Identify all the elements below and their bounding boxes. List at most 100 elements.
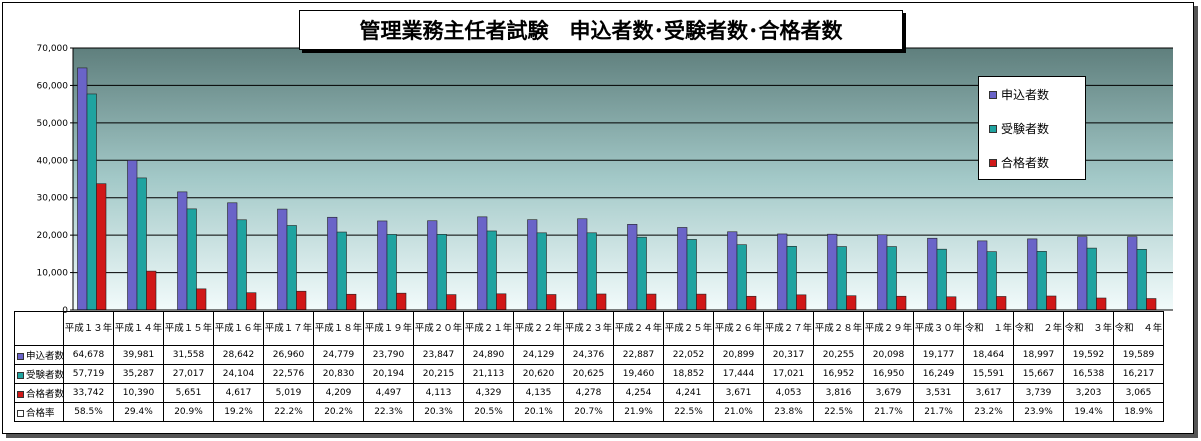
row-swatch-pass	[17, 391, 24, 398]
bar-apply	[677, 227, 688, 311]
data-label: 21.7%	[863, 402, 914, 422]
category-label: 平成２２年	[513, 311, 564, 346]
data-label: 20,620	[513, 364, 564, 384]
data-label: 23,847	[413, 345, 464, 365]
data-label: 17,444	[713, 364, 764, 384]
data-label: 20,215	[413, 364, 464, 384]
bar-pass	[846, 295, 857, 311]
bar-pass	[146, 270, 157, 311]
data-label: 5,019	[263, 383, 314, 403]
data-label: 22,576	[263, 364, 314, 384]
data-label: 20.9%	[163, 402, 214, 422]
bar-pass	[646, 293, 657, 311]
bar-exam	[586, 232, 597, 311]
chart-title: 管理業務主任者試験 申込者数･受験者数･合格者数	[299, 10, 903, 50]
data-label: 23,790	[363, 345, 414, 365]
category-label: 令和 １年	[963, 311, 1014, 346]
bar-pass	[1096, 297, 1107, 311]
data-label: 23.2%	[963, 402, 1014, 422]
bar-pass	[246, 292, 257, 311]
bar-exam	[886, 246, 897, 311]
data-label: 20,899	[713, 345, 764, 365]
data-label: 29.4%	[113, 402, 164, 422]
bar-pass	[396, 292, 407, 311]
category-label: 令和 ２年	[1013, 311, 1064, 346]
bar-apply	[527, 219, 538, 311]
y-tick-label: 40,000	[37, 156, 69, 166]
data-label: 33,742	[63, 383, 114, 403]
bar-apply	[927, 237, 938, 311]
bar-pass	[346, 293, 357, 311]
legend: 申込者数 受験者数 合格者数	[978, 76, 1086, 180]
data-label: 19,460	[613, 364, 664, 384]
data-table: 平成１３年 平成１４年 平成１５年 平成１６年 平成１７年 平成１８年 平成１９年 平成２０年…	[14, 311, 1164, 422]
data-label: 23.9%	[1013, 402, 1064, 422]
y-tick-label: 50,000	[37, 119, 69, 129]
bar-exam	[836, 246, 847, 311]
bar-pass	[496, 293, 507, 311]
row-label-rate: 合格率	[14, 402, 64, 422]
data-label: 18,464	[963, 345, 1014, 365]
table-row-pass: 合格者数 33,742 10,390 5,651 4,617 5,019 4,209 4,49…	[14, 383, 1164, 403]
data-label: 4,497	[363, 383, 414, 403]
bar-apply	[177, 191, 188, 311]
data-label: 39,981	[113, 345, 164, 365]
data-label: 21.7%	[913, 402, 964, 422]
y-tick-label: 60,000	[37, 81, 69, 91]
data-label: 20,830	[313, 364, 364, 384]
category-label: 平成１９年	[363, 311, 414, 346]
data-label: 18.9%	[1113, 402, 1164, 422]
data-label: 3,531	[913, 383, 964, 403]
legend-item-exam: 受験者数	[989, 120, 1049, 137]
legend-item-pass: 合格者数	[989, 154, 1049, 171]
data-label: 4,241	[663, 383, 714, 403]
bar-pass	[696, 293, 707, 311]
data-label: 10,390	[113, 383, 164, 403]
table-row-rate: 合格率 58.5% 29.4% 20.9% 19.2% 22.2% 20.2% 22.3% 20…	[14, 402, 1164, 422]
bar-apply	[427, 220, 438, 311]
row-label-text: 合格者数	[26, 389, 64, 400]
data-label: 3,679	[863, 383, 914, 403]
category-label: 平成２５年	[663, 311, 714, 346]
bar-exam	[286, 225, 297, 311]
data-label: 16,952	[813, 364, 864, 384]
bar-pass	[96, 183, 107, 311]
data-label: 35,287	[113, 364, 164, 384]
category-label: 平成１７年	[263, 311, 314, 346]
row-label-text: 合格率	[26, 408, 55, 419]
data-label: 21,113	[463, 364, 514, 384]
data-label: 4,209	[313, 383, 364, 403]
category-label: 平成２８年	[813, 311, 864, 346]
legend-swatch-pass	[989, 158, 997, 167]
bar-pass	[1146, 298, 1157, 311]
category-label: 平成２０年	[413, 311, 464, 346]
data-label: 18,997	[1013, 345, 1064, 365]
data-label: 21.0%	[713, 402, 764, 422]
bar-exam	[936, 248, 947, 311]
y-tick-label: 30,000	[37, 194, 69, 204]
row-label-text: 受験者数	[26, 370, 64, 381]
data-label: 3,739	[1013, 383, 1064, 403]
data-label: 20.3%	[413, 402, 464, 422]
data-label: 16,950	[863, 364, 914, 384]
data-label: 22.3%	[363, 402, 414, 422]
data-label: 57,719	[63, 364, 114, 384]
data-label: 31,558	[163, 345, 214, 365]
bar-exam	[186, 208, 197, 311]
y-tick-label: 20,000	[37, 231, 69, 241]
bar-exam	[1136, 249, 1147, 311]
bar-pass	[796, 294, 807, 311]
data-label: 4,053	[763, 383, 814, 403]
row-label-exam: 受験者数	[14, 364, 64, 384]
data-label: 17,021	[763, 364, 814, 384]
y-tick-label: 10,000	[37, 269, 69, 279]
data-label: 22,887	[613, 345, 664, 365]
category-label: 平成１３年	[63, 311, 114, 346]
category-label: 平成２６年	[713, 311, 764, 346]
row-label-apply: 申込者数	[14, 345, 64, 365]
data-label: 28,642	[213, 345, 264, 365]
data-label: 20.5%	[463, 402, 514, 422]
bar-apply	[1027, 238, 1038, 311]
bar-apply	[827, 233, 838, 311]
data-label: 4,135	[513, 383, 564, 403]
